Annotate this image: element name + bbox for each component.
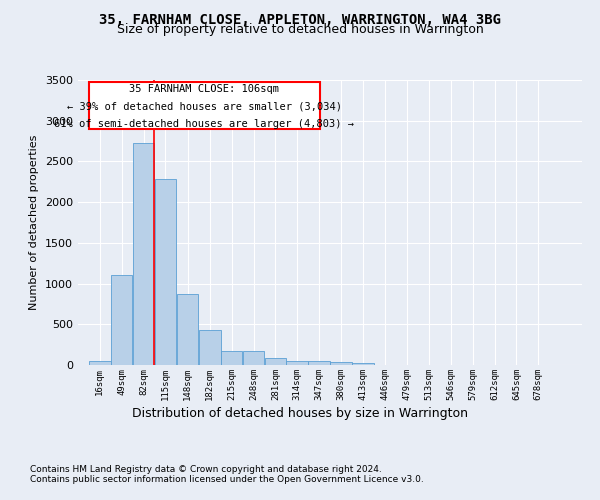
Y-axis label: Number of detached properties: Number of detached properties — [29, 135, 40, 310]
Text: ← 39% of detached houses are smaller (3,034): ← 39% of detached houses are smaller (3,… — [67, 102, 342, 112]
Text: Size of property relative to detached houses in Warrington: Size of property relative to detached ho… — [116, 22, 484, 36]
Bar — [330, 362, 352, 365]
Bar — [243, 351, 264, 365]
Text: Distribution of detached houses by size in Warrington: Distribution of detached houses by size … — [132, 408, 468, 420]
Bar — [265, 358, 286, 365]
Text: 35, FARNHAM CLOSE, APPLETON, WARRINGTON, WA4 3BG: 35, FARNHAM CLOSE, APPLETON, WARRINGTON,… — [99, 12, 501, 26]
Bar — [155, 178, 176, 365]
Bar — [89, 361, 110, 365]
Text: 61% of semi-detached houses are larger (4,803) →: 61% of semi-detached houses are larger (… — [55, 119, 355, 129]
Text: Contains public sector information licensed under the Open Government Licence v3: Contains public sector information licen… — [30, 475, 424, 484]
Bar — [308, 360, 330, 365]
Bar — [221, 351, 242, 365]
Bar — [199, 330, 221, 365]
Bar — [286, 360, 308, 365]
Text: 35 FARNHAM CLOSE: 106sqm: 35 FARNHAM CLOSE: 106sqm — [130, 84, 280, 94]
Bar — [352, 362, 374, 365]
Bar — [133, 142, 154, 365]
Text: Contains HM Land Registry data © Crown copyright and database right 2024.: Contains HM Land Registry data © Crown c… — [30, 465, 382, 474]
Bar — [111, 276, 133, 365]
Bar — [177, 294, 199, 365]
